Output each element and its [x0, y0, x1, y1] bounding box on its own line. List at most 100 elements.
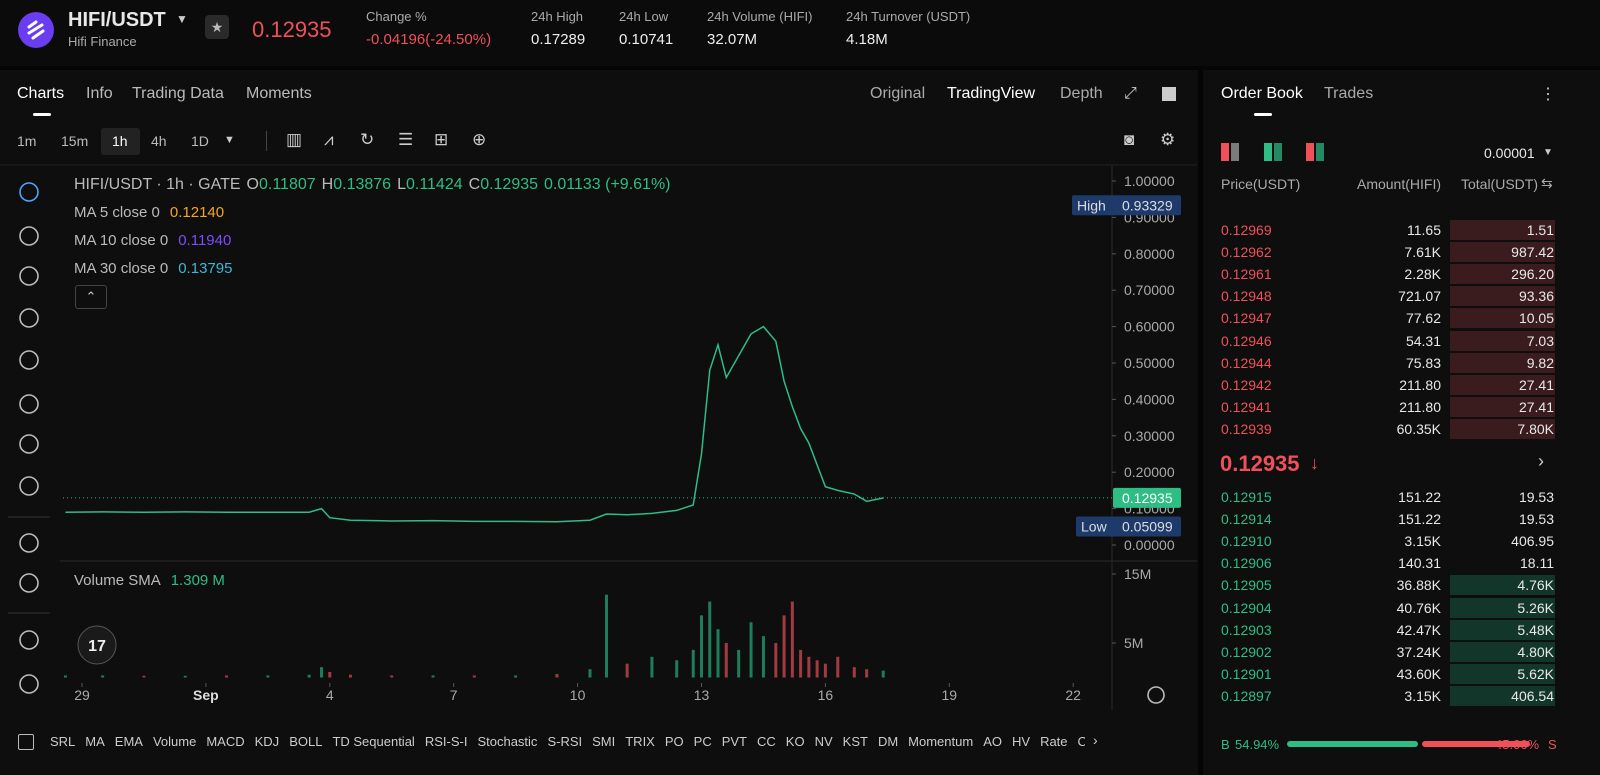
indicator[interactable]: TRIX [625, 734, 655, 749]
amount[interactable]: 11.65 [1407, 222, 1441, 238]
amount[interactable]: 75.83 [1405, 354, 1441, 371]
collapse-button[interactable]: ⌃ [75, 285, 107, 309]
indicator[interactable]: SMI [592, 734, 616, 749]
indicator-next[interactable]: › [1093, 732, 1098, 748]
amount[interactable]: 211.80 [1399, 398, 1441, 415]
indicator[interactable]: RSI-S-I [424, 734, 468, 749]
total[interactable]: 406.54 [1511, 687, 1554, 704]
amount[interactable]: 151.22 [1398, 511, 1441, 528]
indicator[interactable]: KDJ [254, 734, 280, 749]
interval[interactable]: 1h [112, 133, 128, 149]
amount[interactable]: 40.76K [1396, 599, 1441, 616]
indicator[interactable]: NV [814, 734, 833, 749]
total[interactable]: 987.42 [1511, 244, 1554, 261]
price[interactable]: 0.12915 [1221, 489, 1272, 505]
book-tab[interactable]: Trades [1324, 85, 1374, 102]
toolbar-icon[interactable]: ▥ [286, 130, 303, 149]
view-mode[interactable] [1306, 143, 1314, 161]
indicator[interactable]: HV [1012, 734, 1031, 749]
indicator[interactable]: CCI [1077, 734, 1085, 749]
amount[interactable]: 140.31 [1398, 555, 1441, 572]
toolbar-icon[interactable]: ↻ [360, 130, 375, 149]
toolbar-icon[interactable]: ⊕ [472, 130, 487, 149]
indicator[interactable]: EMA [114, 734, 143, 749]
view-mode[interactable] [1221, 143, 1229, 161]
amount[interactable]: 3.15K [1404, 533, 1441, 550]
view-tab[interactable]: Original [870, 85, 926, 102]
pair-dropdown[interactable]: ▼ [176, 12, 188, 26]
indicator[interactable]: AO [983, 734, 1002, 749]
amount[interactable]: 42.47K [1396, 621, 1441, 638]
interval[interactable]: 1m [17, 133, 37, 149]
total[interactable]: 4.80K [1517, 643, 1554, 660]
toolbar-icon[interactable]: ⊞ [434, 130, 449, 149]
total[interactable]: 9.82 [1526, 354, 1554, 371]
indicator[interactable]: MACD [206, 734, 245, 749]
view-mode[interactable] [1274, 143, 1282, 161]
amount[interactable]: 211.80 [1399, 376, 1441, 393]
chart-tab[interactable]: Info [86, 85, 113, 102]
favorite-button[interactable]: ★ [205, 15, 229, 39]
interval[interactable]: 4h [151, 133, 167, 149]
amount[interactable]: 151.22 [1398, 489, 1441, 505]
amount[interactable]: 43.60K [1396, 665, 1441, 682]
total[interactable]: 406.95 [1511, 533, 1554, 550]
price[interactable]: 0.12903 [1221, 621, 1272, 638]
toolbar-icon[interactable]: ⩘ [324, 130, 334, 149]
interval[interactable]: 15m [61, 133, 89, 149]
indicator[interactable]: Volume [152, 734, 197, 749]
price[interactable]: 0.12904 [1221, 599, 1272, 616]
total[interactable]: 5.26K [1517, 599, 1554, 616]
view-mode[interactable] [1316, 143, 1324, 161]
total[interactable]: 1.51 [1526, 222, 1554, 238]
amount[interactable]: 2.28K [1404, 266, 1441, 283]
price[interactable]: 0.12902 [1221, 643, 1272, 660]
price[interactable]: 0.12910 [1221, 533, 1272, 550]
indicator[interactable]: PVT [721, 734, 748, 749]
amount[interactable]: 7.61K [1404, 244, 1441, 261]
total[interactable]: 7.03 [1526, 332, 1554, 349]
price[interactable]: 0.12901 [1221, 665, 1272, 682]
amount[interactable]: 77.62 [1405, 310, 1441, 327]
total[interactable]: 93.36 [1518, 288, 1554, 305]
view-tab[interactable]: TradingView [947, 85, 1036, 102]
interval[interactable]: 1D [191, 133, 209, 149]
indicator[interactable]: DM [877, 734, 899, 749]
view-tab[interactable]: Depth [1060, 85, 1103, 102]
total[interactable]: 18.11 [1520, 555, 1554, 572]
indicator[interactable]: KO [785, 734, 805, 749]
amount[interactable]: 3.15K [1404, 687, 1441, 704]
price[interactable]: 0.12944 [1221, 354, 1272, 371]
indicator[interactable]: KST [842, 734, 868, 749]
price[interactable]: 0.12946 [1221, 332, 1272, 349]
indicator[interactable]: MA [85, 734, 105, 749]
price[interactable]: 0.12897 [1221, 687, 1272, 704]
price[interactable]: 0.12962 [1221, 244, 1272, 261]
view-mode[interactable] [1231, 143, 1239, 161]
chart-tab[interactable]: Trading Data [132, 85, 224, 102]
layout-icon[interactable] [1162, 87, 1176, 101]
price[interactable]: 0.12947 [1221, 310, 1272, 327]
indicator[interactable]: Stochastic [477, 734, 538, 749]
precision[interactable]: 0.00001 [1484, 145, 1535, 161]
indicator[interactable]: SRL [50, 734, 76, 749]
total[interactable]: 27.41 [1518, 398, 1554, 415]
indicator[interactable]: PO [664, 734, 684, 749]
amount[interactable]: 37.24K [1396, 643, 1441, 660]
indicator[interactable]: S-RSI [547, 734, 583, 749]
indicator[interactable]: Momentum [908, 734, 974, 749]
price[interactable]: 0.12905 [1221, 577, 1272, 594]
total[interactable]: 7.80K [1517, 420, 1554, 437]
indicator[interactable]: Rate [1040, 734, 1068, 749]
total[interactable]: 4.76K [1517, 577, 1554, 594]
toolbar-icon[interactable]: ☰ [398, 130, 414, 149]
precision-dropdown[interactable]: ▼ [1543, 147, 1553, 158]
indicator[interactable]: CC [757, 734, 776, 749]
amount[interactable]: 721.07 [1398, 288, 1441, 305]
price[interactable]: 0.12961 [1221, 266, 1272, 283]
toolbar-icon[interactable]: ◙ [1124, 130, 1135, 149]
amount[interactable]: 36.88K [1396, 577, 1441, 594]
indicator-icon[interactable] [18, 734, 34, 750]
indicator[interactable]: BOLL [289, 734, 323, 749]
price[interactable]: 0.12914 [1221, 511, 1272, 528]
